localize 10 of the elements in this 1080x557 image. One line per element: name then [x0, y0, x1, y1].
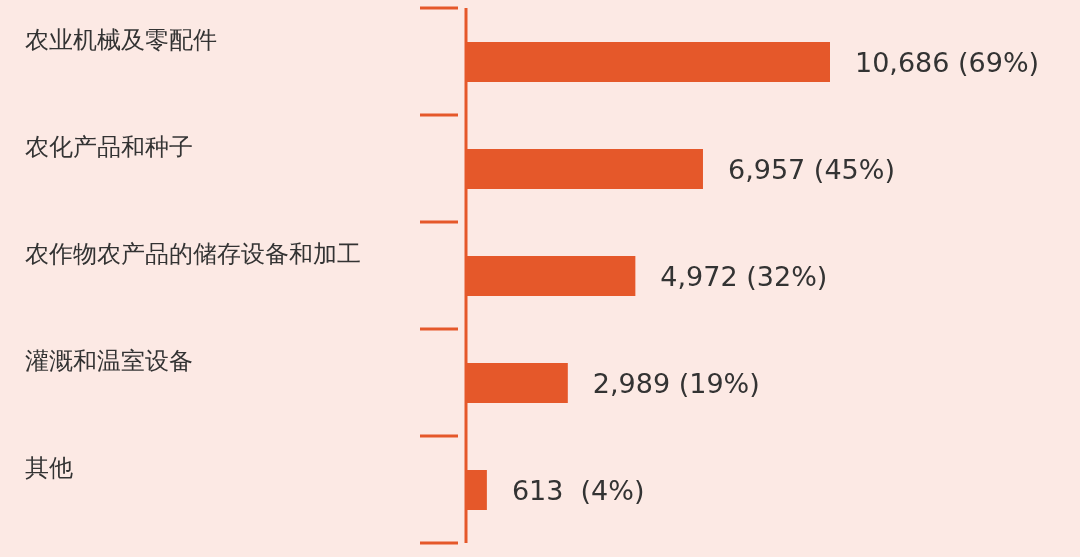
- y-tick-label: 灌溉和温室设备: [25, 346, 193, 375]
- data-label: 10,686 (69%): [855, 46, 1040, 78]
- data-label: 2,989 (19%): [592, 367, 760, 399]
- y-tick-label: 农业机械及零配件: [25, 25, 217, 54]
- data-label: 4,972 (32%): [660, 260, 828, 292]
- data-label: 6,957 (45%): [727, 153, 895, 185]
- y-tick-label: 农化产品和种子: [25, 132, 193, 161]
- y-tick-label: 其他: [25, 453, 73, 482]
- y-tick-label: 农作物农产品的储存设备和加工: [25, 239, 361, 268]
- data-label: 613 (4%): [511, 474, 645, 506]
